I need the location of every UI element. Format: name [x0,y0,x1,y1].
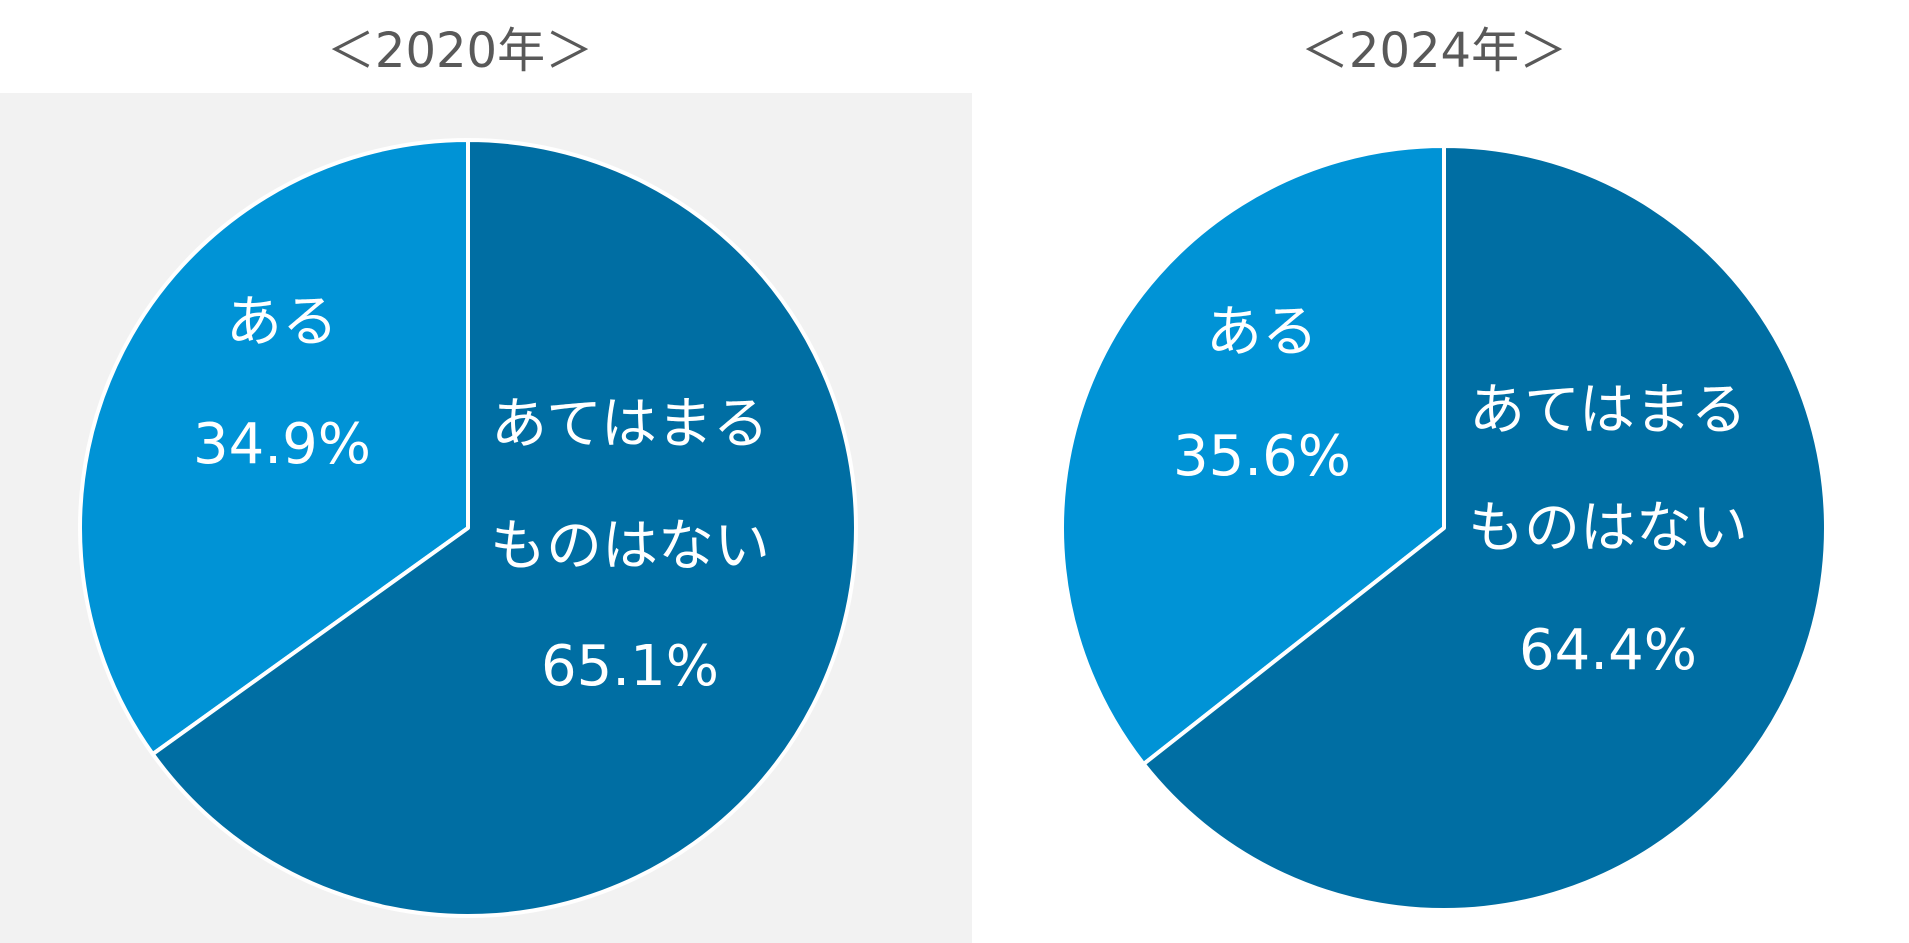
pie-slice-2020-nai [150,138,858,918]
chart-title-2024: ＜2024年＞ [1300,23,1568,79]
pie-label-2020-nai-line1: あてはまる [491,392,769,457]
pie-value-2020-aru: 34.9% [193,412,371,477]
pie-label-2024-aru-line1: ある [1206,300,1318,365]
pie-slice-2020-aru [78,138,470,757]
pie-slice-2024-aru [1060,144,1446,767]
pie-label-2024-nai-line2: ものはない [1468,496,1748,561]
pie-value-2024-aru: 35.6% [1173,424,1351,489]
chart-title-2020: ＜2020年＞ [326,23,594,79]
pie-value-2024-nai: 64.4% [1519,618,1697,683]
pie-slice-2024-nai [1141,144,1828,912]
pie-label-2020-nai-line2: ものはない [490,514,770,579]
pie-label-2020-aru-line1: ある [226,290,338,355]
pie-label-2024-nai-line1: あてはまる [1469,378,1747,443]
pie-value-2020-nai: 65.1% [541,634,719,699]
